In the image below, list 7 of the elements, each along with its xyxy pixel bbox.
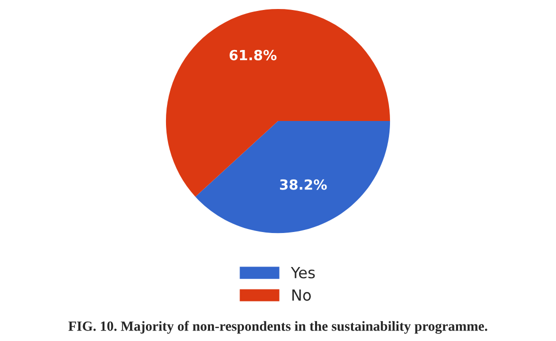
legend-label: Yes: [290, 267, 315, 278]
text: FIG. 10. Majority of non-respondents in the sustainability programme.: [68, 320, 488, 334]
data-label: 38.2%: [280, 179, 327, 190]
legend-label: No: [292, 289, 311, 301]
data-label: 61.8%: [230, 50, 276, 60]
pie-slice: [195, 121, 390, 234]
pie-slice: [166, 9, 390, 197]
